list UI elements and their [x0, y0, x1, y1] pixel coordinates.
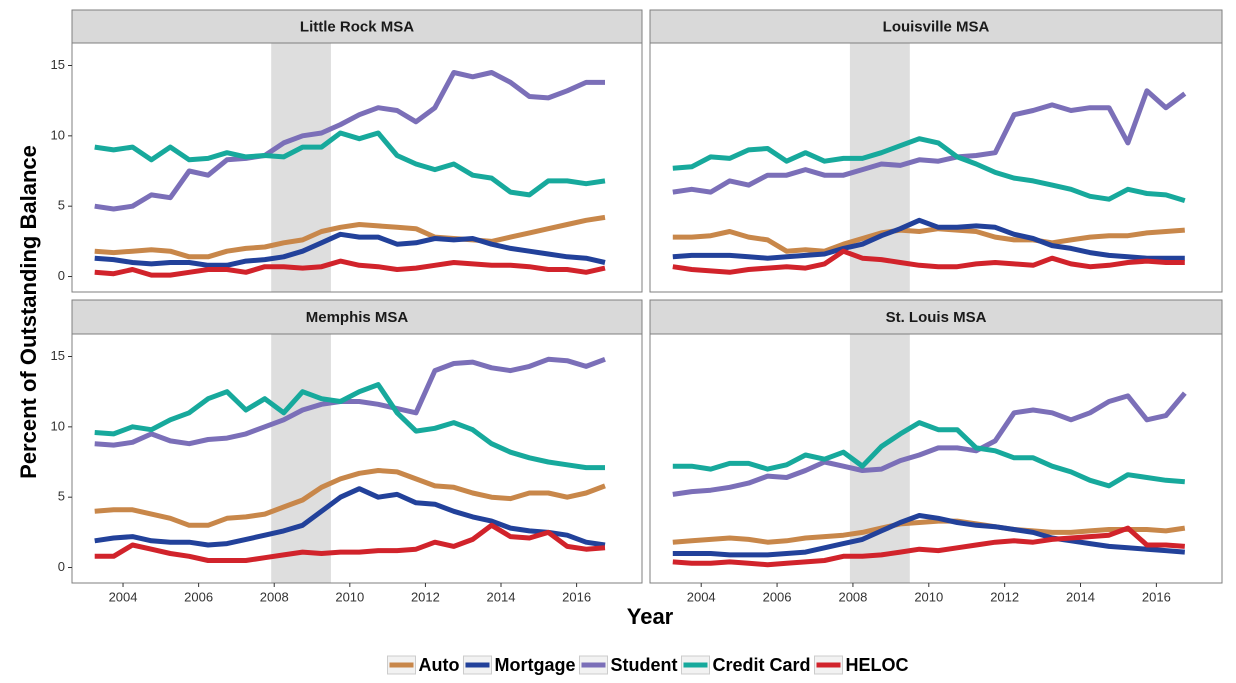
- facet-strip: [71, 299, 643, 335]
- y-tick-label: 15: [51, 348, 65, 363]
- y-tick-label: 10: [51, 418, 65, 433]
- y-tick-label: 10: [51, 127, 65, 142]
- x-tick-label: 2014: [487, 589, 516, 604]
- facet-title: Little Rock MSA: [300, 18, 414, 35]
- series-line: [94, 214, 606, 260]
- series-line: [94, 486, 606, 548]
- recession-shade: [271, 43, 331, 292]
- series-line: [672, 226, 1185, 254]
- series-line: [94, 468, 606, 528]
- panel-border: [71, 333, 643, 584]
- x-tick-label: 2008: [260, 589, 289, 604]
- legend-label: Auto: [419, 655, 460, 675]
- panel-border: [649, 333, 1223, 584]
- y-tick-label: 5: [58, 489, 65, 504]
- y-tick-label: 0: [58, 268, 65, 283]
- facet-strip: [71, 9, 643, 44]
- recession-shade: [271, 334, 331, 583]
- panel-background: [72, 334, 642, 583]
- series-line: [672, 518, 1186, 545]
- y-axis-title: Percent of Outstanding Balance: [16, 145, 41, 479]
- legend-label: Student: [610, 655, 677, 675]
- facet-title: Memphis MSA: [306, 309, 409, 326]
- facet-title: Louisville MSA: [883, 18, 990, 35]
- x-tick-label: 2004: [109, 589, 138, 604]
- x-tick-label: 2004: [687, 589, 716, 604]
- x-tick-label: 2006: [763, 589, 792, 604]
- series-line: [672, 136, 1186, 203]
- legend-label: HELOC: [846, 655, 909, 675]
- x-tick-label: 2008: [838, 589, 867, 604]
- y-tick-label: 5: [58, 198, 65, 213]
- series-line: [672, 513, 1185, 558]
- legend-label: Mortgage: [494, 655, 575, 675]
- series-line: [94, 258, 606, 278]
- legend: Auto Mortgage Student Credit Card HELOC: [387, 655, 909, 675]
- series-line: [672, 525, 1185, 568]
- facet-title: St. Louis MSA: [886, 309, 987, 326]
- panel-border: [71, 42, 643, 293]
- legend-label: Credit Card: [712, 655, 810, 675]
- series-line: [672, 88, 1187, 195]
- series-line: [672, 248, 1185, 275]
- x-tick-label: 2012: [411, 589, 440, 604]
- x-tick-label: 2012: [990, 589, 1019, 604]
- x-tick-label: 2016: [1142, 589, 1171, 604]
- y-tick-label: 0: [58, 559, 65, 574]
- panel-background: [650, 334, 1222, 583]
- series-line: [672, 217, 1185, 261]
- series-line: [94, 382, 605, 471]
- series-line: [94, 70, 605, 212]
- panel-border: [649, 42, 1223, 293]
- x-tick-label: 2010: [914, 589, 943, 604]
- x-tick-label: 2006: [184, 589, 213, 604]
- series-line: [672, 391, 1187, 497]
- panel-background: [650, 43, 1222, 292]
- x-tick-label: 2016: [562, 589, 591, 604]
- y-tick-label: 15: [51, 57, 65, 72]
- series-line: [672, 420, 1185, 489]
- series-line: [94, 231, 606, 268]
- x-tick-label: 2014: [1066, 589, 1095, 604]
- series-line: [94, 522, 606, 563]
- series-line: [94, 356, 606, 448]
- series-line: [94, 130, 606, 198]
- x-tick-label: 2010: [335, 589, 364, 604]
- x-axis-title: Year: [627, 604, 674, 629]
